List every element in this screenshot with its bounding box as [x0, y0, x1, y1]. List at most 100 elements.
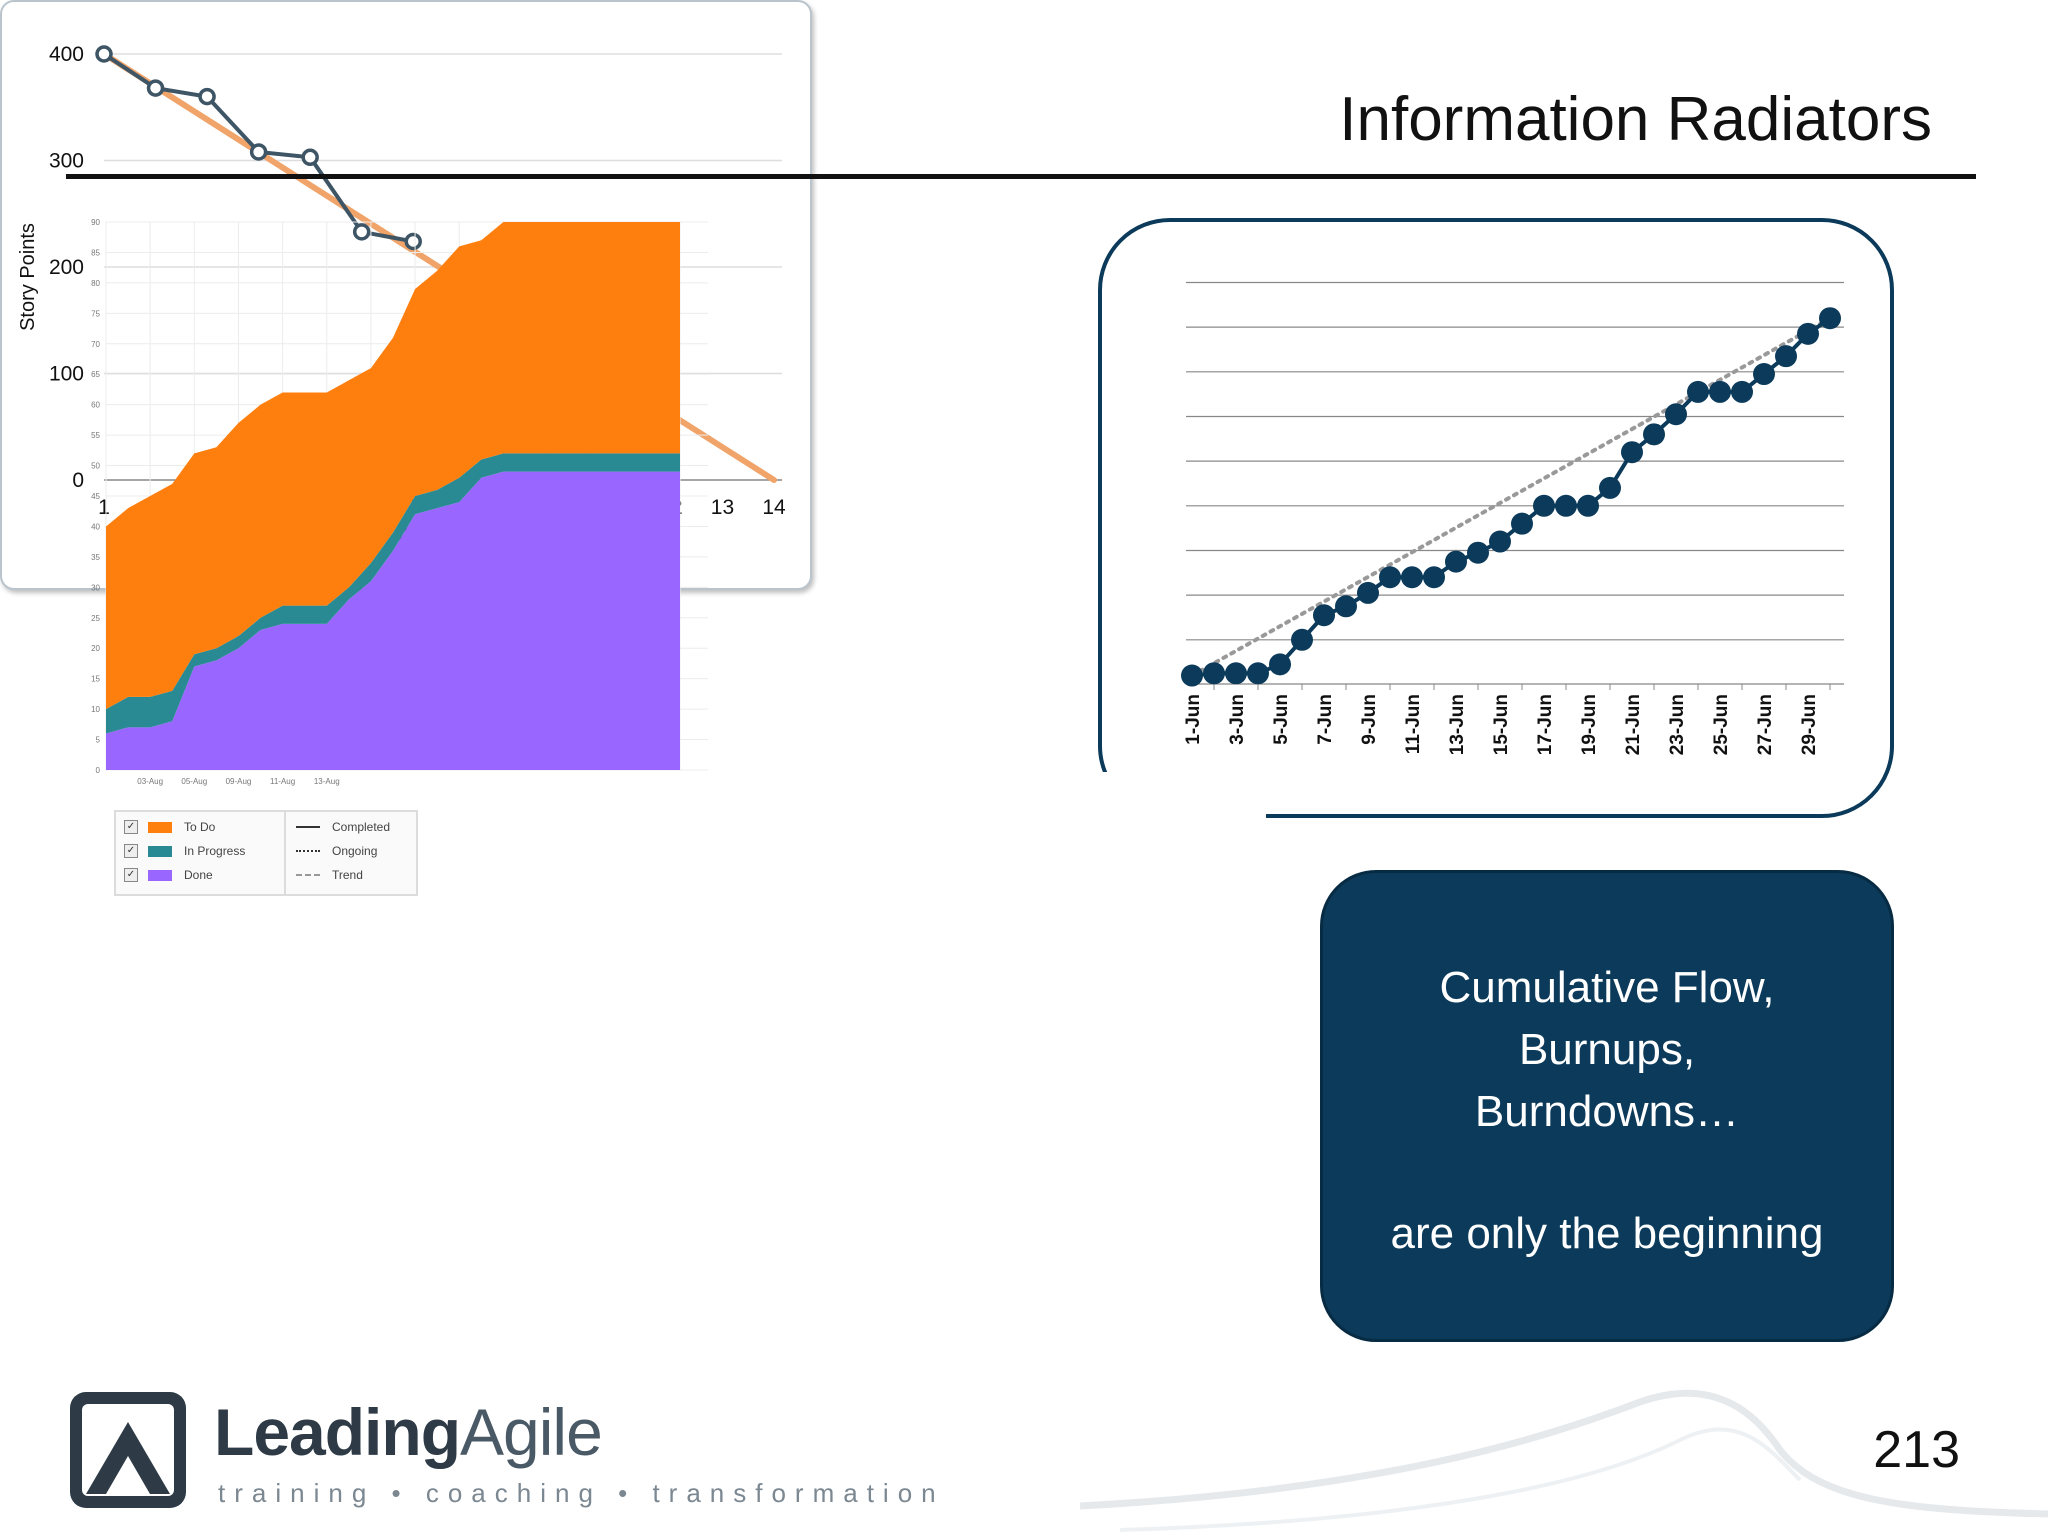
x-tick-label: 09-Aug — [226, 777, 252, 786]
x-tick-label: 17-Jun — [1535, 694, 1556, 755]
x-tick-label: 1 — [98, 496, 110, 519]
x-tick-label: 7-Jun — [1315, 694, 1336, 745]
burnup-frame — [1098, 218, 1894, 818]
legend-item-done[interactable]: ✓ Done — [124, 868, 213, 882]
burnup-point — [1643, 423, 1665, 446]
burnup-point — [1335, 595, 1357, 618]
legend-item-todo[interactable]: ✓ To Do — [124, 820, 215, 834]
solid-line-swatch — [296, 826, 320, 828]
x-tick-label: 21-Jun — [1623, 694, 1644, 755]
cumulative-flow-chart: 0 5 10 15 20 25 30 35 40 45 50 55 60 65 70 75 80 85 90 03-A… — [70, 210, 890, 900]
burndown-point — [198, 87, 216, 106]
todo-swatch — [148, 821, 172, 833]
dotted-line-swatch — [296, 850, 320, 852]
y-tick-label: 25 — [91, 614, 100, 623]
burnup-point — [1203, 662, 1225, 685]
y-tick-label: 45 — [91, 492, 100, 501]
checkbox-in-progress[interactable]: ✓ — [124, 844, 138, 858]
brand-name-agile: Agile — [460, 1395, 603, 1469]
burnup-point — [1313, 604, 1335, 627]
checkbox-done[interactable]: ✓ — [124, 868, 138, 882]
y-tick-label: 0 — [72, 469, 84, 492]
x-tick-label: 27-Jun — [1755, 694, 1776, 755]
page-number: 213 — [1873, 1421, 1960, 1479]
x-tick-label: 03-Aug — [137, 777, 163, 786]
legend-label: Ongoing — [332, 844, 378, 858]
x-tick-label: 19-Jun — [1579, 694, 1600, 755]
burndown-point — [404, 232, 422, 251]
line-legend: Completed Ongoing Trend — [284, 810, 418, 896]
status-legend: ✓ To Do ✓ In Progress ✓ Done — [114, 810, 286, 896]
burnup-point — [1445, 550, 1467, 573]
checkbox-todo[interactable]: ✓ — [124, 820, 138, 834]
in-progress-swatch — [148, 845, 172, 857]
y-tick-label: 300 — [49, 150, 84, 173]
y-tick-label: 10 — [91, 705, 100, 714]
x-tick-label: 23-Jun — [1667, 694, 1688, 755]
burndown-point — [301, 148, 319, 167]
y-tick-label: 40 — [91, 522, 100, 531]
title-divider — [66, 174, 1976, 179]
burnup-point — [1599, 476, 1621, 499]
x-tick-label: 13-Jun — [1447, 694, 1468, 755]
x-tick-label: 3-Jun — [1227, 694, 1248, 745]
x-tick-label: 13 — [711, 496, 734, 519]
legend-item-trend: Trend — [296, 868, 363, 882]
brand-name: LeadingAgile — [214, 1394, 603, 1470]
burnup-point — [1709, 380, 1731, 403]
cumulative-flow-svg: 0 5 10 15 20 25 30 35 40 45 50 55 60 65 70 75 80 85 90 03-A… — [91, 218, 708, 786]
y-tick-label: 80 — [91, 279, 100, 288]
burnup-svg: 1-Jun 3-Jun 5-Jun 7-Jun 9-Jun 11-Jun 13-Jun 15-… — [1096, 218, 1894, 820]
burnup-point — [1775, 345, 1797, 368]
burnup-point — [1797, 322, 1819, 345]
leadingagile-logo-icon — [70, 1392, 186, 1508]
dashed-line-swatch — [296, 874, 320, 876]
y-tick-label: 85 — [91, 248, 100, 257]
x-tick-label: 5-Jun — [1271, 694, 1292, 745]
burnup-point — [1379, 566, 1401, 589]
x-tick-label: 25-Jun — [1711, 694, 1732, 755]
y-tick-label: 60 — [91, 401, 100, 410]
done-swatch — [148, 869, 172, 881]
trend-line — [1190, 316, 1832, 678]
burnup-point — [1247, 662, 1269, 685]
burnup-point — [1687, 380, 1709, 403]
legend-label: Completed — [332, 820, 391, 834]
in-progress-area — [106, 453, 680, 734]
y-tick-label: 15 — [91, 675, 100, 684]
y-tick-label: 70 — [91, 340, 100, 349]
x-tick-label: 11-Jun — [1403, 694, 1424, 754]
burnup-point — [1291, 628, 1313, 651]
brand-logo: LeadingAgile training • coaching • trans… — [66, 1388, 966, 1518]
x-tick-label: 11-Aug — [270, 777, 295, 786]
x-tick-label: 15-Jun — [1491, 694, 1512, 755]
burndown-point — [146, 79, 165, 97]
x-tick-label: 29-Jun — [1799, 694, 1820, 755]
todo-area — [106, 222, 680, 710]
burnup-point — [1731, 380, 1753, 403]
callout-line: Cumulative Flow, — [1439, 963, 1775, 1012]
burnup-point — [1665, 403, 1687, 426]
legend-label: Done — [184, 868, 213, 882]
burnup-point — [1181, 664, 1203, 687]
burndown-point — [249, 143, 268, 161]
decorative-swoosh — [1080, 1389, 2048, 1532]
legend-label: In Progress — [184, 844, 246, 858]
brand-tagline: training • coaching • transformation — [218, 1478, 945, 1508]
y-tick-label: 200 — [49, 256, 84, 279]
y-tick-label: 400 — [49, 43, 84, 66]
legend-item-ongoing: Ongoing — [296, 844, 377, 858]
x-tick-label: 13-Aug — [314, 777, 340, 786]
y-tick-label: 5 — [96, 736, 101, 745]
y-tick-label: 65 — [91, 370, 100, 379]
callout-line: Burndowns… — [1474, 1087, 1740, 1136]
burnup-point — [1577, 494, 1599, 517]
callout-box: Cumulative Flow, Burnups, Burndowns… are… — [1320, 870, 1894, 1342]
y-tick-label: 90 — [91, 218, 100, 227]
slide-title: Information Radiators — [1339, 85, 1932, 154]
legend-item-completed: Completed — [296, 820, 390, 834]
burnup-point — [1621, 441, 1643, 464]
burnup-point — [1225, 662, 1247, 685]
x-tick-label: 14 — [762, 496, 786, 519]
legend-item-in-progress[interactable]: ✓ In Progress — [124, 844, 245, 858]
